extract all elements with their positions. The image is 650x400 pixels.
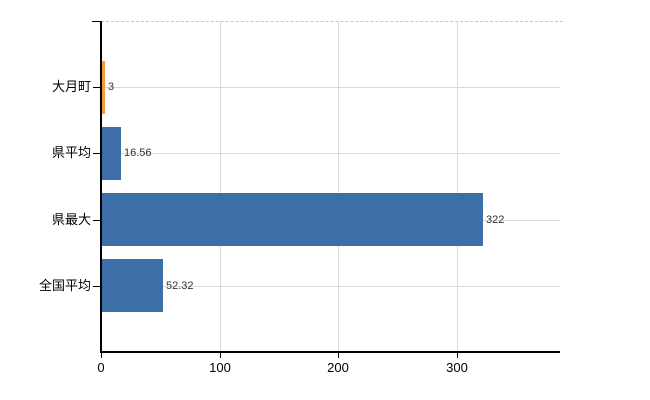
x-tick-label: 200 <box>327 360 349 375</box>
bar-全国平均 <box>101 259 163 312</box>
plot-top-border <box>101 21 563 22</box>
vertical-gridline <box>220 21 221 352</box>
vertical-gridline <box>457 21 458 352</box>
bar-県最大 <box>101 193 483 246</box>
vertical-gridline <box>338 21 339 352</box>
bar-value-label: 3 <box>108 81 115 93</box>
category-label: 県平均 <box>51 145 91 160</box>
category-label: 県最大 <box>51 212 91 227</box>
category-label: 全国平均 <box>38 278 91 293</box>
bar-value-label: 52.32 <box>166 280 194 292</box>
y-axis-tick <box>93 87 100 88</box>
bar-value-label: 322 <box>486 214 505 226</box>
y-axis-tick <box>93 153 100 154</box>
horizontal-gridline <box>101 153 560 154</box>
bar-value-label: 16.56 <box>124 147 152 159</box>
category-label: 大月町 <box>51 79 91 94</box>
x-tick-label: 100 <box>209 360 231 375</box>
horizontal-gridline <box>101 286 560 287</box>
x-tick-label: 300 <box>446 360 468 375</box>
x-axis-tick <box>220 352 221 358</box>
x-tick-label: 0 <box>97 360 105 375</box>
x-axis-tick <box>101 352 102 358</box>
x-axis-tick <box>338 352 339 358</box>
bar-県平均 <box>101 127 121 180</box>
horizontal-gridline <box>101 87 560 88</box>
y-axis-top-tick <box>92 21 100 22</box>
y-axis-tick <box>93 286 100 287</box>
x-axis-tick <box>457 352 458 358</box>
bar-大月町 <box>101 61 105 114</box>
y-axis <box>100 21 102 352</box>
y-axis-tick <box>93 220 100 221</box>
x-axis <box>100 351 560 353</box>
